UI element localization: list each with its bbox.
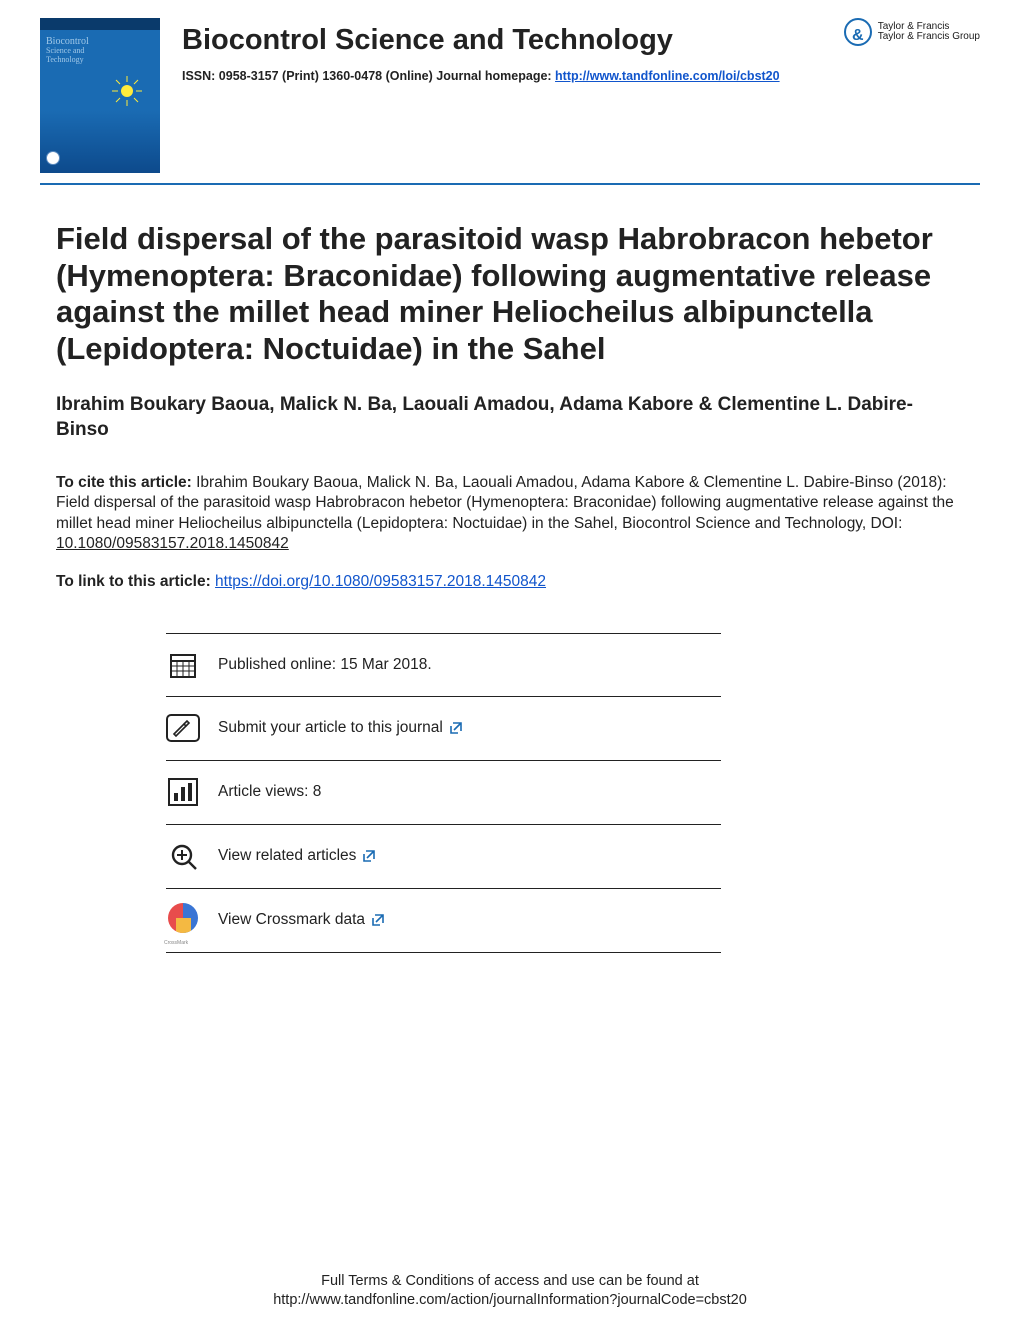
header: Biocontrol Science and Technology Biocon…	[0, 0, 1020, 173]
journal-cover-thumbnail: Biocontrol Science and Technology	[40, 18, 160, 173]
views-icon	[166, 775, 200, 809]
article-title: Field dispersal of the parasitoid wasp H…	[56, 221, 964, 367]
footer-line1: Full Terms & Conditions of access and us…	[0, 1272, 1020, 1292]
cover-line3: Technology	[46, 56, 154, 65]
publisher-name: Taylor & Francis Taylor & Francis Group	[878, 22, 980, 43]
views-text: Article views: 8	[218, 783, 321, 801]
published-text: Published online: 15 Mar 2018.	[218, 656, 432, 674]
external-link-icon	[362, 849, 376, 863]
journal-title: Biocontrol Science and Technology	[182, 24, 844, 57]
issn-line: ISSN: 0958-3157 (Print) 1360-0478 (Onlin…	[182, 69, 844, 83]
citation-doi: 10.1080/09583157.2018.1450842	[56, 535, 289, 552]
journal-homepage-link[interactable]: http://www.tandfonline.com/loi/cbst20	[555, 69, 780, 83]
action-row-related[interactable]: View related articles	[166, 825, 721, 889]
article-authors: Ibrahim Boukary Baoua, Malick N. Ba, Lao…	[56, 393, 964, 442]
citation-block: To cite this article: Ibrahim Boukary Ba…	[56, 473, 964, 555]
actions-list: Published online: 15 Mar 2018. Submit yo…	[56, 633, 964, 953]
related-text: View related articles	[218, 847, 356, 865]
article-block: Field dispersal of the parasitoid wasp H…	[0, 185, 1020, 953]
calendar-icon	[166, 648, 200, 682]
footer: Full Terms & Conditions of access and us…	[0, 1272, 1020, 1311]
ampersand-icon: &	[852, 28, 864, 44]
publisher-logo-icon: &	[844, 18, 872, 46]
action-row-published: Published online: 15 Mar 2018.	[166, 633, 721, 697]
cover-publisher-badge	[46, 151, 60, 165]
footer-line2: http://www.tandfonline.com/action/journa…	[0, 1291, 1020, 1311]
issn-text: ISSN: 0958-3157 (Print) 1360-0478 (Onlin…	[182, 69, 555, 83]
submit-icon	[166, 711, 200, 745]
article-link-line: To link to this article: https://doi.org…	[56, 573, 964, 591]
action-row-submit[interactable]: Submit your article to this journal	[166, 697, 721, 761]
action-row-crossmark[interactable]: CrossMark View Crossmark data	[166, 889, 721, 953]
action-row-views: Article views: 8	[166, 761, 721, 825]
crossmark-text: View Crossmark data	[218, 911, 365, 929]
submit-text: Submit your article to this journal	[218, 719, 443, 737]
journal-title-block: Biocontrol Science and Technology ISSN: …	[182, 18, 844, 83]
crossmark-label: CrossMark	[164, 940, 188, 946]
related-icon	[166, 839, 200, 873]
cover-title-text: Biocontrol Science and Technology	[40, 30, 160, 65]
external-link-icon	[371, 913, 385, 927]
citation-label: To cite this article:	[56, 474, 192, 491]
cover-topbar	[40, 18, 160, 30]
article-doi-link[interactable]: https://doi.org/10.1080/09583157.2018.14…	[215, 573, 546, 590]
crossmark-icon: CrossMark	[166, 903, 200, 937]
sun-icon	[112, 76, 142, 106]
external-link-icon	[449, 721, 463, 735]
link-label: To link to this article:	[56, 573, 215, 590]
publisher-line2: Taylor & Francis Group	[878, 32, 980, 43]
publisher-badge: & Taylor & Francis Taylor & Francis Grou…	[844, 18, 980, 46]
